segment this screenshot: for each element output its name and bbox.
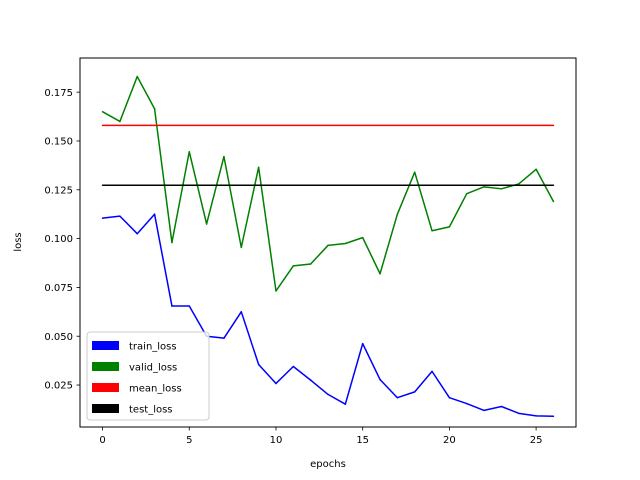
data-point-valid-loss [205,223,208,225]
axes-frame [79,57,577,428]
data-point-train-loss [396,396,399,399]
y-axis: 0.025 0.050 0.075 0.100 0.125 0.150 0.175 [44,88,80,392]
data-point-valid-loss [171,241,173,244]
data-point-train-loss [465,402,468,405]
legend-swatch-valid-loss [92,362,119,371]
data-point-train-loss [119,215,121,217]
y-tick-label: 0.075 [44,283,73,294]
data-point-valid-loss [188,150,191,153]
legend: train_loss valid_loss mean_loss test_loss [86,331,210,421]
legend-label-test-loss: test_loss [129,405,173,416]
data-point-valid-loss [136,75,138,78]
data-point-valid-loss [552,200,555,203]
legend-label-train-loss: train_loss [129,342,177,353]
data-point-train-loss [379,378,381,381]
data-point-test-loss [552,184,555,187]
x-tick-label: 25 [530,435,543,446]
data-point-train-loss [223,337,225,339]
data-point-train-loss [552,415,555,418]
data-point-valid-loss [292,265,295,267]
data-point-mean-loss [101,124,104,127]
legend-swatch-test-loss [92,404,119,413]
data-point-valid-loss [483,186,485,188]
data-point-valid-loss [153,108,156,110]
data-point-train-loss [309,379,312,381]
y-tick-label: 0.025 [44,381,73,392]
data-point-train-loss [292,365,295,368]
legend-label-valid-loss: valid_loss [129,363,177,374]
data-point-train-loss [188,305,191,307]
data-point-train-loss [327,393,329,396]
data-point-train-loss [344,403,347,405]
data-point-valid-loss [257,166,260,169]
data-point-mean-loss [552,124,555,127]
data-point-valid-loss [500,188,503,190]
y-tick-label: 0.125 [44,185,73,196]
data-point-valid-loss [327,244,329,247]
data-point-valid-loss [448,226,451,228]
data-point-valid-loss [465,192,468,195]
data-point-train-loss [361,342,364,345]
x-tick-label: 15 [356,435,369,446]
series-layer [101,75,555,418]
legend-swatch-train-loss [92,341,119,350]
data-point-valid-loss [240,246,243,249]
data-point-valid-loss [431,230,433,232]
legend-label-mean-loss: mean_loss [129,384,182,395]
data-point-valid-loss [535,168,537,171]
legend-swatch-mean-loss [92,383,119,392]
data-point-valid-loss [413,171,416,173]
data-point-valid-loss [275,290,277,292]
data-point-test-loss [101,184,104,187]
y-tick-label: 0.175 [44,88,73,99]
data-point-valid-loss [344,242,347,245]
data-point-train-loss [431,370,433,373]
data-point-train-loss [518,412,520,415]
data-point-train-loss [413,391,416,393]
data-point-valid-loss [518,183,520,185]
data-point-valid-loss [101,110,104,113]
data-point-train-loss [448,396,451,399]
y-tick-label: 0.050 [44,332,73,343]
data-point-train-loss [483,409,485,412]
y-axis-label: loss [13,232,24,251]
data-point-train-loss [500,405,503,408]
data-point-train-loss [153,213,156,215]
x-tick-label: 10 [270,435,283,446]
y-tick-label: 0.150 [44,137,73,148]
x-axis-label: epochs [310,459,346,470]
data-point-train-loss [257,363,260,366]
data-point-train-loss [136,232,138,235]
x-tick-label: 0 [99,435,105,446]
x-axis: 0 5 10 15 20 25 [99,427,542,446]
y-tick-label: 0.100 [44,234,73,245]
data-point-train-loss [171,305,173,307]
x-tick-label: 5 [186,435,192,446]
data-point-train-loss [240,311,243,313]
data-point-valid-loss [361,236,364,239]
data-point-train-loss [101,217,104,219]
data-point-valid-loss [223,155,225,158]
data-point-valid-loss [119,120,121,123]
data-point-valid-loss [396,213,399,215]
x-tick-label: 20 [443,435,456,446]
data-point-valid-loss [379,272,381,275]
data-point-train-loss [535,415,537,417]
data-point-train-loss [275,382,277,385]
legend-frame [86,331,210,421]
data-point-valid-loss [309,263,312,265]
